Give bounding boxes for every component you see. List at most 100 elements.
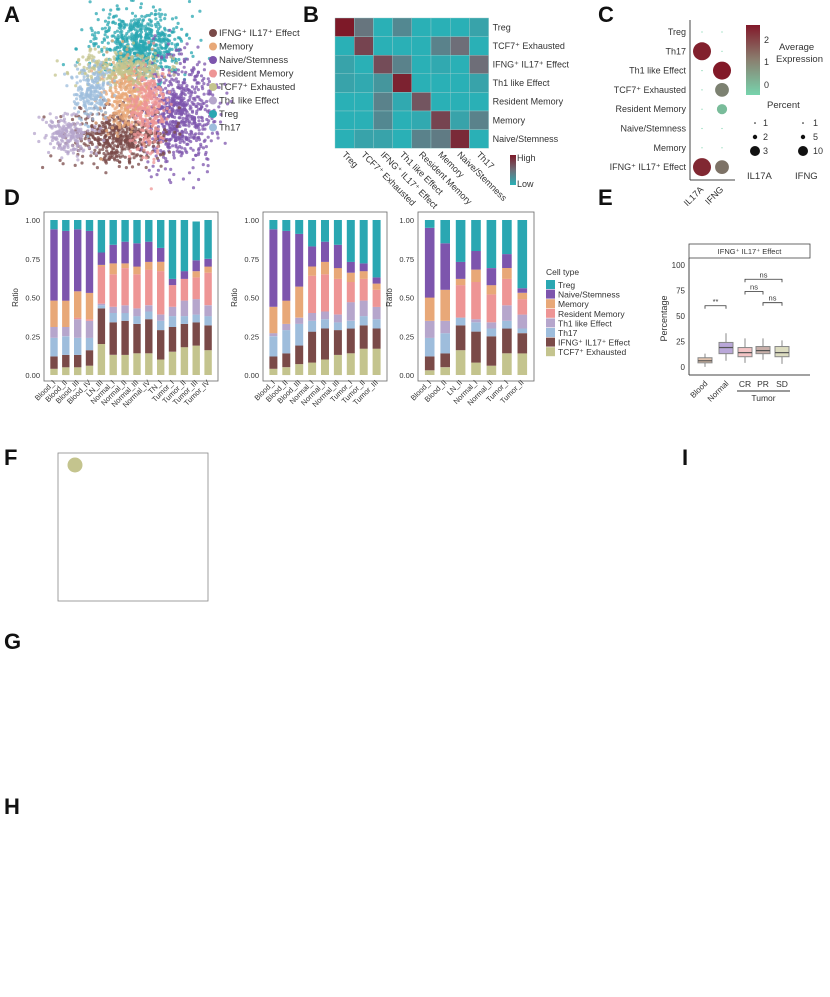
umap-point [95, 112, 99, 116]
bar-segment [180, 347, 189, 375]
umap-point [166, 114, 170, 118]
umap-point [116, 99, 120, 103]
umap-point [203, 127, 207, 131]
y-tick-label: 0.25 [244, 332, 259, 341]
heatmap-cell [411, 110, 432, 130]
bar-segment [133, 220, 141, 244]
umap-point [126, 44, 130, 48]
x-tick-label: Normal [706, 379, 731, 404]
umap-point [111, 104, 115, 108]
umap-point [89, 74, 93, 79]
umap-point [122, 66, 126, 70]
umap-point [168, 28, 172, 32]
dotplot-col-label: IL17A [682, 184, 706, 208]
umap-point [179, 48, 183, 52]
umap-point [190, 110, 195, 114]
legend-a: IFNG⁺ IL17⁺ Effect Memory Naive/Stemness Re… [209, 28, 300, 134]
umap-point [219, 112, 223, 117]
umap-point [181, 116, 185, 120]
umap-point [167, 142, 171, 146]
umap-point [177, 86, 181, 90]
umap-point [194, 85, 199, 89]
umap-point [176, 21, 180, 25]
bar-segment [372, 348, 381, 375]
umap-point [118, 59, 122, 63]
umap-point [136, 131, 140, 135]
umap-point [73, 163, 77, 167]
heatmap-cell [430, 129, 451, 149]
umap-point [147, 95, 151, 99]
bar-segment [192, 314, 200, 323]
significance-bracket [744, 291, 764, 295]
heatmap-cell [430, 36, 451, 56]
umap-point [209, 139, 213, 143]
umap-point [184, 120, 188, 124]
umap-point [107, 26, 111, 30]
box-pr [755, 338, 771, 360]
bar-segment [269, 336, 278, 357]
umap-point [105, 50, 109, 54]
umap-point [76, 139, 80, 143]
umap-point [185, 102, 189, 106]
heatmap-cell [392, 17, 413, 37]
umap-point [147, 100, 151, 104]
heatmap-cell [469, 73, 489, 93]
significance-label: ns [750, 282, 758, 291]
umap-point [97, 50, 101, 54]
umap-point [144, 57, 148, 61]
umap-point [153, 140, 157, 144]
bar-segment [180, 316, 189, 324]
umap-point [133, 89, 137, 93]
umap-point [87, 115, 91, 119]
legend-title: Cell type [546, 267, 579, 277]
umap-point [120, 130, 124, 134]
umap-point [162, 133, 166, 137]
umap-point [104, 92, 108, 96]
umap-point [105, 102, 109, 106]
umap-point [132, 79, 136, 83]
umap-point [118, 160, 122, 164]
umap-point [37, 139, 41, 144]
umap-point [124, 118, 128, 122]
umap-point [127, 147, 131, 151]
umap-point [77, 149, 81, 153]
umap-point [54, 136, 59, 140]
umap-point [128, 82, 132, 87]
umap-point [140, 133, 144, 137]
umap-point [132, 156, 136, 160]
bar-segment [168, 285, 177, 307]
umap-point [106, 132, 110, 136]
umap-point [144, 24, 148, 28]
umap-point [180, 89, 184, 93]
umap-point [156, 72, 160, 77]
bar-segment [471, 220, 481, 251]
heatmap-row-label: IFNG⁺ IL17⁺ Effect [493, 60, 570, 70]
umap-point [152, 131, 156, 135]
heatmap-legend-low: Low [517, 179, 534, 189]
umap-point [138, 100, 143, 104]
umap-point [118, 78, 122, 82]
x-tick-label: PR [757, 379, 769, 389]
umap-point [50, 135, 54, 139]
umap-point [98, 66, 103, 70]
umap-point [95, 93, 99, 97]
umap-point [190, 14, 194, 18]
umap-point [144, 156, 148, 160]
umap-point [119, 151, 123, 155]
umap-point [163, 124, 167, 128]
umap-point [158, 43, 162, 47]
umap-point [178, 124, 182, 129]
bar-segment [455, 278, 466, 286]
y-tick-label: 0.50 [25, 294, 40, 303]
umap-point [80, 28, 84, 32]
umap-point [55, 59, 59, 63]
umap-point [185, 57, 189, 61]
y-tick-label: 0.75 [25, 255, 40, 264]
umap-point [132, 114, 136, 119]
bar-segment [359, 278, 368, 301]
bar-segment [372, 283, 381, 290]
legend-swatch [546, 280, 555, 289]
bar-segment [455, 285, 466, 318]
heatmap-cell [469, 92, 489, 112]
legend-label: Th1 like Effect [219, 96, 279, 107]
